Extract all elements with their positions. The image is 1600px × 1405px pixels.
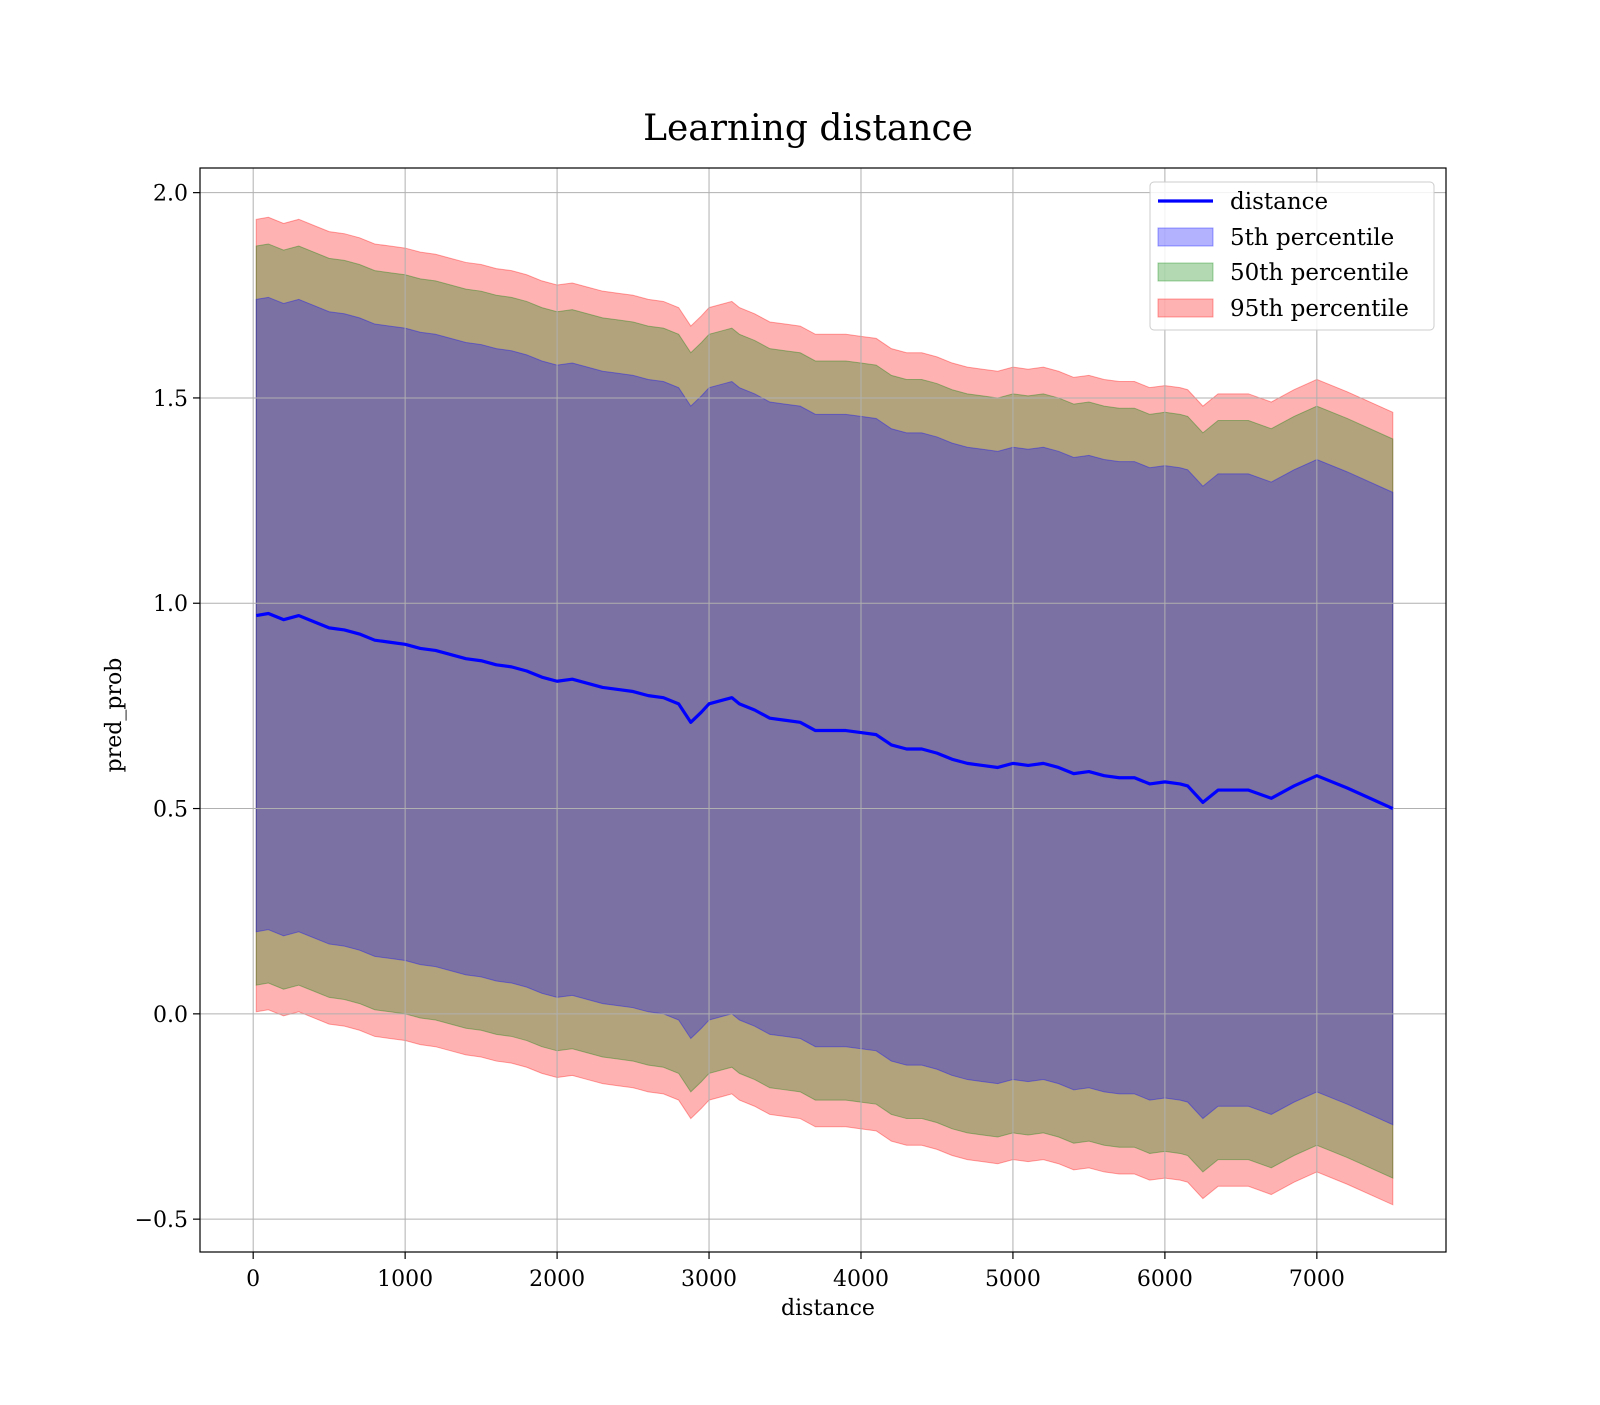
legend-box (1149, 181, 1435, 331)
x-axis-ticks: 0 1000 2000 3000 4000 5000 6000 7000 (246, 1252, 1345, 1292)
grid-lines (200, 168, 1446, 1252)
x-tick-label: 0 (246, 1267, 260, 1292)
legend-patch-swatch (1157, 298, 1214, 318)
x-tick-label: 1000 (377, 1267, 433, 1292)
y-tick-label: 0.5 (153, 798, 188, 823)
x-axis-label: distance (781, 1296, 875, 1321)
y-tick-label: −0.5 (135, 1208, 188, 1233)
percentile-bands (255, 216, 1394, 1206)
legend-entry-label: 50th percentile (1230, 260, 1409, 286)
legend: distance 5th percentile 50th percentile 95t… (1149, 181, 1435, 331)
x-tick-label: 4000 (833, 1267, 889, 1292)
band-95th-percentile (255, 216, 1394, 1206)
y-axis-label: pred_prob (102, 658, 127, 773)
band-5th-percentile (255, 296, 1394, 1126)
x-tick-label: 2000 (529, 1267, 585, 1292)
plot-background (200, 168, 1446, 1252)
legend-patch-swatch (1157, 227, 1214, 247)
plot-frame (199, 167, 1447, 1253)
x-tick-label: 7000 (1289, 1267, 1345, 1292)
band-50th-percentile (255, 243, 1394, 1179)
legend-entry-label: 5th percentile (1230, 225, 1394, 251)
plot-area (199, 167, 1447, 1253)
legend-patch-swatch (1157, 262, 1214, 282)
series-line-distance (255, 611, 1394, 811)
x-tick-label: 5000 (985, 1267, 1041, 1292)
chart-title: Learning distance (643, 108, 973, 149)
legend-entry-label: distance (1230, 189, 1328, 215)
y-tick-label: 1.5 (153, 387, 188, 412)
x-tick-label: 6000 (1137, 1267, 1193, 1292)
legend-entry-label: 95th percentile (1230, 296, 1409, 322)
series-lines (255, 611, 1394, 811)
y-axis-ticks: −0.5 0.0 0.5 1.0 1.5 2.0 (135, 182, 200, 1233)
y-tick-label: 1.0 (153, 592, 188, 617)
x-tick-label: 3000 (681, 1267, 737, 1292)
y-tick-label: 2.0 (153, 182, 188, 207)
y-tick-label: 0.0 (153, 1003, 188, 1028)
